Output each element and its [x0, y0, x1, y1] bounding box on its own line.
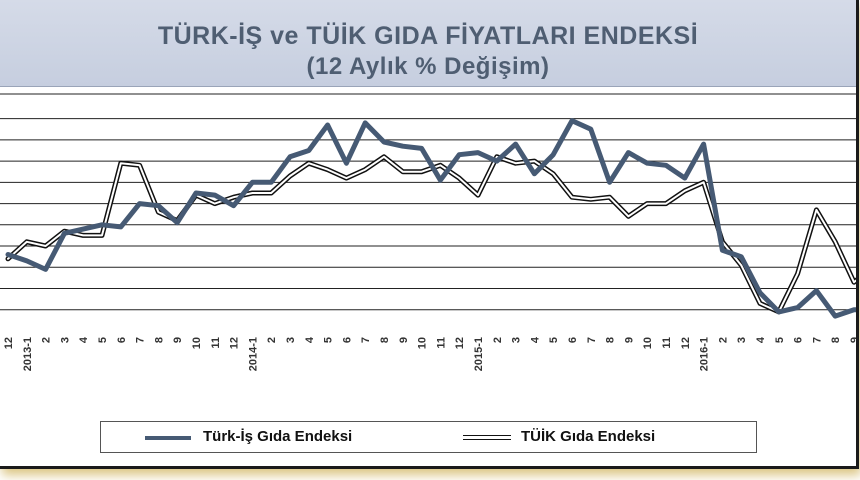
x-tick-label: 5: [97, 337, 109, 343]
x-tick-label: 8: [153, 337, 165, 343]
x-tick-label: 2: [266, 337, 278, 343]
x-tick-label: 6: [116, 337, 128, 343]
x-tick-label: 3: [736, 337, 748, 343]
x-tick-label: 6: [341, 337, 353, 343]
x-tick-label: 2: [717, 337, 729, 343]
x-tick-label: 9: [172, 337, 184, 343]
x-tick-label: 2014-1: [247, 337, 259, 371]
x-tick-label: 5: [774, 337, 786, 343]
x-tick-label: 11: [661, 337, 673, 349]
x-tick-label: 8: [830, 337, 842, 343]
legend-label-turkis: Türk-İş Gıda Endeksi: [203, 428, 353, 445]
x-tick-label: 2: [41, 337, 53, 343]
x-tick-label: 11: [435, 337, 447, 349]
x-tick-label: 2: [492, 337, 504, 343]
x-tick-label: 12: [229, 337, 241, 349]
x-tick-label: 12: [680, 337, 692, 349]
legend-item-turkis: Türk-İş Gıda Endeksi: [145, 428, 435, 446]
chart-subtitle: (12 Aylık % Değişim): [306, 53, 550, 80]
x-tick-label: 4: [529, 336, 541, 343]
x-tick-label: 11: [210, 337, 222, 349]
title-band: TÜRK-İŞ ve TÜİK GIDA FİYATLARI ENDEKSİ (…: [0, 0, 856, 87]
legend-swatch-tuik: [463, 435, 511, 440]
chart-title: TÜRK-İŞ ve TÜİK GIDA FİYATLARI ENDEKSİ: [157, 22, 699, 50]
x-tick-label: 4: [304, 336, 316, 343]
x-tick-label: 7: [135, 337, 147, 343]
x-tick-label: 4: [78, 336, 90, 343]
x-tick-label: 8: [379, 337, 391, 343]
x-tick-label: 9: [623, 337, 635, 343]
line-chart: 12 2013-1 2 3 4 5 6 7 8 9 10 11 12 2014-1 2 3 4 5 6 7 8 9 10 11…: [0, 93, 856, 371]
x-tick-label: 7: [811, 337, 823, 343]
x-tick-label: 10: [417, 337, 429, 349]
legend-label-tuik: TÜİK Gıda Endeksi: [521, 428, 656, 445]
x-tick-label: 8: [605, 337, 617, 343]
x-tick-label: 3: [511, 337, 523, 343]
x-tick-label: 7: [360, 337, 372, 343]
x-tick-label: 3: [59, 337, 71, 343]
x-tick-label: 5: [548, 337, 560, 343]
x-tick-label: 12: [454, 337, 466, 349]
x-tick-label: 2016-1: [699, 337, 711, 371]
legend: Türk-İş Gıda Endeksi TÜİK Gıda Endeksi: [100, 421, 757, 453]
x-tick-label: 5: [323, 337, 335, 343]
x-tick-label: 10: [191, 337, 203, 349]
x-tick-label: 2013-1: [22, 337, 34, 371]
x-tick-label: 3: [285, 337, 297, 343]
legend-item-tuik: TÜİK Gıda Endeksi: [463, 428, 753, 446]
chart-frame: TÜRK-İŞ ve TÜİK GIDA FİYATLARI ENDEKSİ (…: [0, 0, 859, 469]
x-tick-label: 2015-1: [473, 337, 485, 371]
x-tick-label: 12: [3, 337, 15, 349]
x-tick-label: 7: [586, 337, 598, 343]
x-tick-label: 9: [398, 337, 410, 343]
x-tick-label: 9: [849, 337, 856, 343]
x-tick-label: 6: [793, 337, 805, 343]
series-line-turkis: [5, 118, 856, 319]
legend-swatch-turkis: [145, 436, 191, 440]
x-tick-label: 4: [755, 336, 767, 343]
x-tick-label: 10: [642, 337, 654, 349]
x-tick-label: 6: [567, 337, 579, 343]
